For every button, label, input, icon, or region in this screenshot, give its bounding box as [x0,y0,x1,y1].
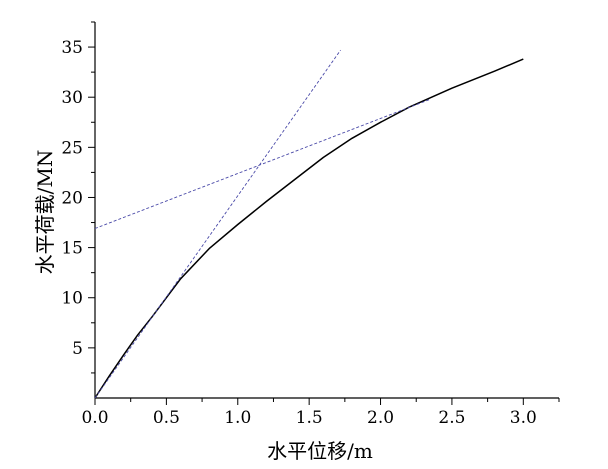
axes [94,22,559,399]
tangent-line-1 [94,49,341,399]
y-tick-label: 10 [61,289,83,309]
y-tick-label: 20 [61,188,83,208]
x-tick-label: 0.5 [153,408,180,428]
y-tick-label: 35 [61,38,83,58]
y-tick-label: 15 [61,239,83,259]
x-axis-label: 水平位移/m [267,439,373,463]
series [94,49,524,399]
y-tick-label: 25 [61,138,83,158]
x-tick-label: 2.0 [367,408,394,428]
x-tick-label: 1.5 [296,408,323,428]
x-tick-label: 2.5 [438,408,465,428]
y-tick-label: 5 [72,339,83,359]
ticks: 0.0 0.5 1.0 1.5 2.0 2.5 3.0 5 10 15 20 25 30 35 [61,21,560,428]
x-tick-label: 1.0 [224,408,251,428]
x-tick-label: 3.0 [510,408,537,428]
y-axis-label: 水平荷载/MN [33,150,57,275]
x-tick-label: 0.0 [81,408,108,428]
y-tick-label: 30 [61,88,83,108]
load-displacement-curve [94,58,524,399]
tangent-line-2 [94,98,431,229]
